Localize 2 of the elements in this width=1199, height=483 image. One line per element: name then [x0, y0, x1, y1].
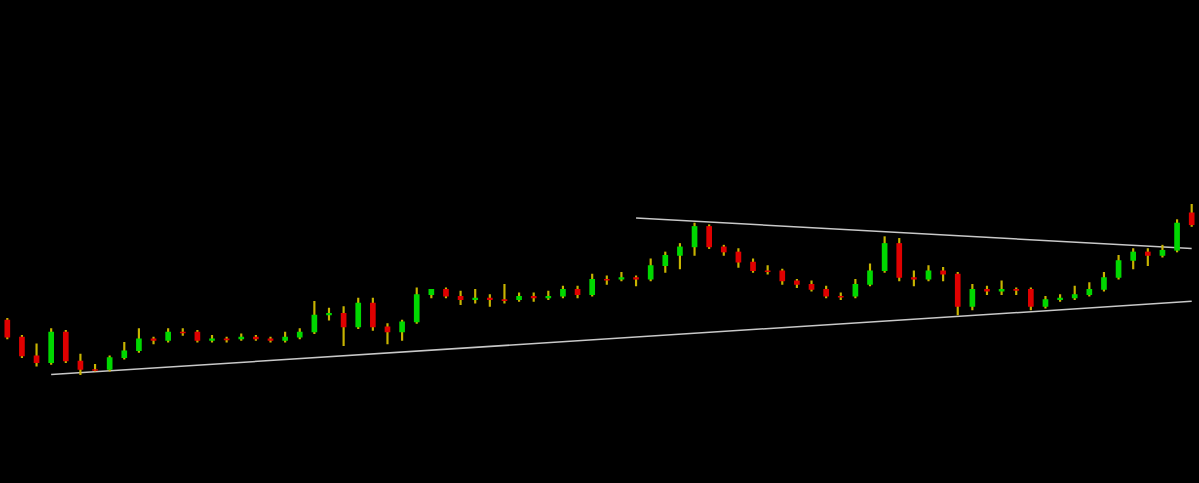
candlestick — [501, 284, 508, 304]
candlestick — [618, 272, 625, 282]
